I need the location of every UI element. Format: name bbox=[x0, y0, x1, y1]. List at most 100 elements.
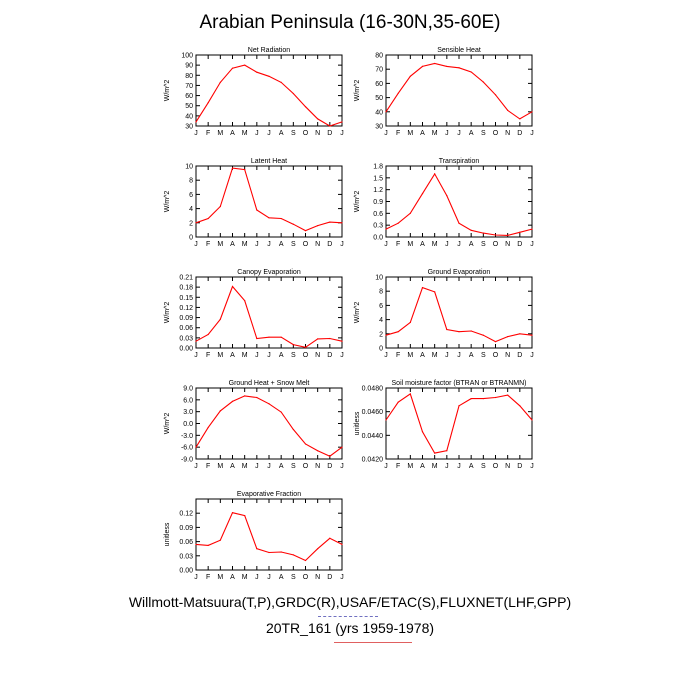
panel-title: Sensible Heat bbox=[437, 47, 481, 54]
data-point bbox=[531, 228, 533, 230]
x-tick-label: M bbox=[407, 463, 413, 470]
y-tick-label: 0.15 bbox=[179, 295, 193, 302]
x-tick-label: F bbox=[206, 574, 210, 581]
data-point bbox=[482, 81, 484, 83]
data-point bbox=[219, 81, 221, 83]
y-axis-label: unitless bbox=[354, 411, 361, 435]
panel-title: Soil moisture factor (BTRAN or BTRANMN) bbox=[392, 380, 527, 387]
x-tick-label: S bbox=[481, 463, 486, 470]
data-point bbox=[329, 221, 331, 223]
data-point bbox=[207, 426, 209, 429]
x-tick-label: J bbox=[267, 352, 271, 359]
x-tick-label: S bbox=[291, 130, 296, 137]
x-tick-label: A bbox=[230, 352, 235, 359]
panel-title: Net Radiation bbox=[248, 47, 291, 54]
data-point bbox=[446, 450, 448, 452]
data-point bbox=[397, 331, 399, 333]
data-point bbox=[268, 336, 270, 338]
x-tick-label: D bbox=[517, 352, 522, 359]
data-point bbox=[207, 333, 209, 336]
y-tick-label: 0.6 bbox=[373, 211, 383, 218]
x-tick-label: J bbox=[340, 574, 344, 581]
data-point bbox=[231, 400, 234, 403]
y-tick-label: 9.0 bbox=[183, 386, 193, 393]
x-tick-label: J bbox=[457, 352, 461, 359]
y-tick-label: 6.0 bbox=[183, 397, 193, 404]
x-tick-label: D bbox=[517, 130, 522, 137]
data-point bbox=[280, 81, 282, 83]
data-point bbox=[409, 393, 411, 395]
y-tick-label: 6 bbox=[189, 192, 193, 199]
x-tick-label: A bbox=[230, 241, 235, 248]
data-point bbox=[207, 544, 209, 546]
y-tick-label: 8 bbox=[379, 289, 383, 296]
x-tick-label: N bbox=[315, 574, 320, 581]
data-point bbox=[244, 514, 246, 517]
x-tick-label: S bbox=[291, 352, 296, 359]
y-tick-label: 70 bbox=[375, 67, 383, 74]
data-point bbox=[494, 341, 497, 343]
data-point bbox=[434, 291, 436, 293]
x-tick-label: M bbox=[407, 130, 413, 137]
data-point bbox=[458, 67, 460, 69]
data-point bbox=[195, 543, 197, 546]
data-point bbox=[219, 318, 221, 320]
y-tick-label: 0.21 bbox=[179, 275, 193, 282]
data-point bbox=[231, 67, 234, 69]
x-tick-label: A bbox=[420, 352, 425, 359]
x-tick-label: J bbox=[445, 130, 449, 137]
data-point bbox=[329, 337, 331, 340]
data-point bbox=[458, 222, 460, 224]
x-tick-label: J bbox=[530, 352, 534, 359]
y-axis-label: W/m^2 bbox=[164, 191, 171, 213]
plot-frame bbox=[195, 498, 343, 571]
data-point bbox=[268, 403, 270, 405]
y-tick-label: 90 bbox=[185, 63, 193, 70]
data-point bbox=[219, 205, 221, 208]
x-tick-label: M bbox=[242, 241, 248, 248]
data-point bbox=[280, 411, 282, 413]
series-line bbox=[385, 286, 533, 343]
y-tick-label: 30 bbox=[375, 124, 383, 131]
x-tick-label: M bbox=[242, 130, 248, 137]
data-point bbox=[409, 212, 411, 214]
y-tick-label: -9.0 bbox=[181, 457, 193, 464]
data-point bbox=[256, 337, 258, 340]
y-tick-label: 0.0440 bbox=[362, 433, 384, 440]
data-point bbox=[507, 234, 509, 237]
footer-sources: Willmott-Matsuura(T,P),GRDC(R),USAF/ETAC… bbox=[128, 594, 572, 610]
data-point bbox=[470, 229, 472, 231]
data-point bbox=[446, 328, 448, 331]
x-tick-label: S bbox=[481, 130, 486, 137]
x-tick-label: A bbox=[420, 241, 425, 248]
x-tick-label: M bbox=[242, 463, 248, 470]
x-tick-label: J bbox=[255, 463, 259, 470]
y-tick-label: 100 bbox=[181, 53, 193, 60]
plot-frame bbox=[195, 165, 343, 238]
x-tick-label: M bbox=[432, 352, 438, 359]
data-point bbox=[482, 334, 484, 336]
x-tick-label: F bbox=[396, 463, 400, 470]
y-tick-label: 0.06 bbox=[179, 325, 193, 332]
y-tick-label: 80 bbox=[375, 53, 383, 60]
data-point bbox=[292, 554, 294, 556]
x-tick-label: J bbox=[267, 241, 271, 248]
x-tick-label: J bbox=[194, 241, 198, 248]
y-tick-label: 0.09 bbox=[179, 525, 193, 532]
data-point bbox=[317, 225, 319, 227]
data-point bbox=[409, 75, 411, 77]
y-tick-label: 6 bbox=[379, 303, 383, 310]
x-tick-label: J bbox=[255, 574, 259, 581]
y-tick-label: 0.18 bbox=[179, 285, 193, 292]
y-tick-label: 70 bbox=[185, 83, 193, 90]
x-tick-label: F bbox=[206, 352, 210, 359]
data-point bbox=[329, 125, 331, 127]
data-point bbox=[292, 223, 294, 225]
x-tick-label: A bbox=[230, 130, 235, 137]
x-tick-label: J bbox=[267, 574, 271, 581]
y-tick-label: 0.12 bbox=[179, 305, 193, 312]
chart-panel-5: Canopy Evaporation 0.00 0.03 0.06 0.09 0.12 0.… bbox=[164, 269, 344, 359]
y-tick-label: 3.0 bbox=[183, 409, 193, 416]
